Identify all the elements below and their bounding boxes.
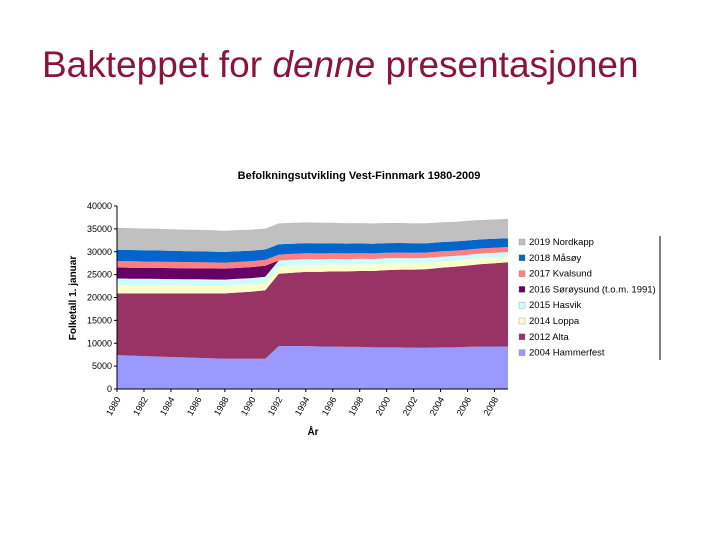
y-tick-label: 0: [107, 384, 112, 394]
x-tick-label: 1988: [212, 395, 231, 417]
area-2014-loppa: [117, 256, 508, 294]
y-tick-label: 40000: [87, 201, 112, 211]
legend-swatch-2015-hasvik: [518, 302, 526, 309]
legend-label-2016-s-r-ysund-t-o-m-1991: 2016 Sørøysund (t.o.m. 1991): [529, 284, 656, 295]
x-tick-label: 1998: [347, 395, 366, 417]
area-2004-hammerfest: [117, 346, 508, 389]
legend-label-2014-loppa: 2014 Loppa: [529, 316, 580, 327]
x-tick-label: 1994: [293, 395, 312, 417]
y-tick-label: 30000: [87, 247, 112, 257]
x-tick-labels: 1980 1982 1984 1986 1988 1990 1992 1994 1996 1998…: [104, 395, 500, 417]
legend-label-2015-hasvik: 2015 Hasvik: [529, 300, 582, 311]
axes: [114, 205, 508, 392]
x-tick-label: 2008: [482, 395, 501, 417]
legend-swatch-2004-hammerfest: [518, 349, 526, 356]
y-tick-label: 25000: [87, 270, 112, 280]
x-tick-label: 1996: [320, 395, 339, 417]
x-tick-label: 1982: [131, 395, 150, 417]
x-tick-label: 2004: [428, 395, 447, 417]
area-2016-s-r-ysund-t-o-m-1991: [117, 252, 508, 280]
x-tick-label: 1984: [158, 395, 177, 417]
x-tick-label: 1990: [239, 395, 258, 417]
legend-swatch-2017-kvalsund: [518, 270, 526, 277]
area-2015-hasvik: [117, 252, 508, 286]
y-tick-label: 5000: [92, 361, 112, 371]
area-2019-nordkapp: [117, 218, 508, 252]
slide-title-post: presentasjonen: [375, 44, 639, 85]
x-tick-label: 1986: [185, 395, 204, 417]
legend-label-2019-nordkapp: 2019 Nordkapp: [529, 237, 594, 248]
legend-label-2012-alta: 2012 Alta: [529, 332, 569, 343]
legend-label-2004-hammerfest: 2004 Hammerfest: [529, 348, 605, 359]
y-tick-label: 10000: [87, 338, 112, 348]
legend-swatch-2014-loppa: [518, 317, 526, 325]
slide-title-pre: Bakteppet for: [42, 44, 273, 85]
series-areas: [117, 218, 508, 389]
x-axis-title: År: [307, 425, 318, 438]
slide-title-emphasis: denne: [272, 44, 376, 85]
legend-label-2017-kvalsund: 2017 Kvalsund: [529, 269, 592, 280]
x-tick-label: 2006: [455, 395, 474, 417]
legend-swatch-2012-alta: [518, 333, 526, 340]
x-tick-label: 1992: [266, 395, 285, 417]
legend-label-2018-mas-y: 2018 Måsøy: [529, 253, 582, 264]
y-tick-label: 15000: [87, 315, 112, 325]
area-2018-mas-y: [117, 238, 508, 263]
x-tick-label: 2000: [374, 395, 393, 417]
area-2017-kvalsund: [117, 247, 508, 269]
area-2012-alta: [117, 262, 508, 359]
y-tick-labels: 0 5000 10000 15000 20000 25000 30000 35000 40000: [87, 201, 112, 394]
y-axis-title: Folketall 1. januar: [68, 256, 79, 341]
legend-swatch-2019-nordkapp: [518, 238, 526, 246]
legend-swatch-2016-s-r-ysund-t-o-m-1991: [518, 286, 526, 293]
legend: 2019 Nordkapp 2018 Måsøy 2017 Kvalsund 2016…: [518, 236, 661, 360]
y-tick-label: 35000: [87, 224, 112, 234]
x-tick-label: 2002: [401, 395, 420, 417]
y-tick-label: 20000: [87, 293, 112, 303]
chart-title: Befolkningsutvikling Vest-Finnmark 1980-…: [238, 170, 481, 182]
x-tick-label: 1980: [104, 395, 123, 417]
slide-title: Bakteppet for denne presentasjonen: [42, 44, 639, 86]
legend-swatch-2018-mas-y: [518, 254, 526, 261]
